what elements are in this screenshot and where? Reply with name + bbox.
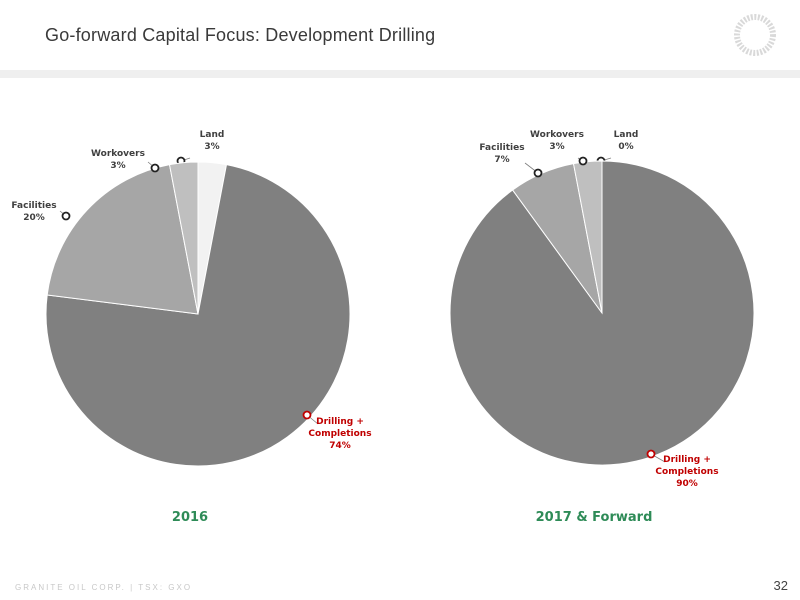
marker-dot-workovers <box>150 163 160 173</box>
company-logo-icon <box>734 14 776 56</box>
pie-slice-workovers <box>572 160 603 314</box>
marker-dot-drilling-completions <box>646 449 656 459</box>
data-label-workovers: Workovers 3% <box>530 130 584 152</box>
pie-slice-drilling-completions <box>45 164 351 467</box>
slide-header: Go-forward Capital Focus: Development Dr… <box>0 0 800 70</box>
footer-company: GRANITE OIL CORP. | TSX: GXO <box>15 583 193 592</box>
header-band <box>0 70 800 78</box>
pie-slice-workovers <box>168 161 199 315</box>
pie-chart-2: Land 0% Drilling + Completions 90% Facilities… <box>449 130 755 525</box>
data-label-drilling-completions: Drilling + Completions 74% <box>308 417 371 451</box>
marker-dot-facilities <box>61 211 71 221</box>
chart-title-1: 2016 <box>172 510 208 525</box>
page-number: 32 <box>773 578 788 593</box>
chart-title-2: 2017 & Forward <box>536 510 653 525</box>
data-label-land: Land 0% <box>614 130 639 152</box>
marker-dot-drilling-completions <box>302 410 312 420</box>
marker-dot-workovers <box>578 156 588 166</box>
data-label-facilities: Facilities 20% <box>11 201 56 223</box>
data-label-workovers: Workovers 3% <box>91 149 145 171</box>
data-label-drilling-completions: Drilling + Completions 90% <box>655 455 718 489</box>
slide-title: Go-forward Capital Focus: Development Dr… <box>45 25 436 45</box>
marker-dot-facilities <box>533 168 543 178</box>
data-label-land: Land 3% <box>200 130 225 152</box>
data-label-facilities: Facilities 7% <box>479 143 524 165</box>
pie-chart-1: Land 3% Drilling + Completions 74% Facilities… <box>11 130 371 525</box>
